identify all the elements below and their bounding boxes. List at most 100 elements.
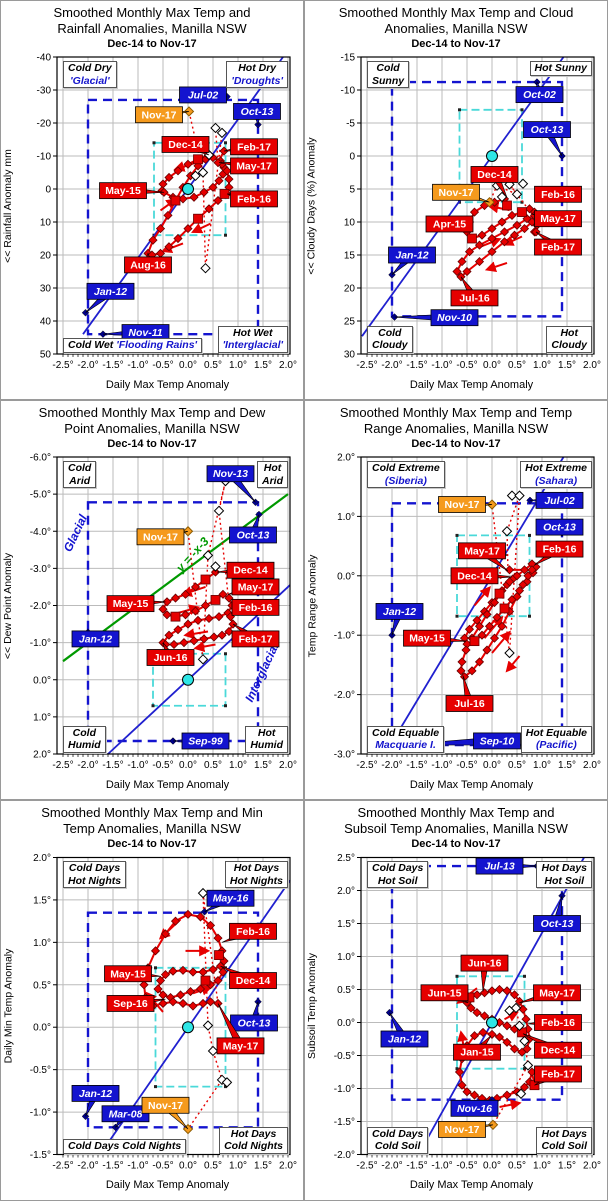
callout-label: Aug-16 — [130, 259, 166, 271]
callout-dec-14: Dec-14 — [470, 166, 519, 198]
x-tick-label: 1.0° — [229, 760, 247, 771]
callout-jan-12: Jan-12 — [71, 630, 120, 648]
callout-apr-15: Apr-15 — [425, 215, 474, 233]
callout-nov-17: Nov-17 — [438, 496, 493, 513]
quadrant-label-bl: Cold Days Cold Soil — [367, 1126, 429, 1154]
y-tick-label: -6.0° — [30, 453, 51, 464]
x-axis-label: Daily Max Temp Anomaly — [105, 779, 230, 791]
callout-label: Nov-17 — [148, 1100, 183, 1112]
chart-panel-mintemp: Smoothed Monthly Max Temp and Min Temp A… — [0, 800, 304, 1201]
callout-label: Nov-16 — [457, 1103, 492, 1115]
quadrant-label-bl: Cold Equable Macquarie I. — [367, 725, 445, 753]
callout-label: Nov-17 — [438, 187, 473, 199]
chart-title-line2: Point Anomalies, Manilla NSW — [64, 421, 240, 436]
quadrant-label-bl: Cold Days Cold Nights — [63, 1139, 187, 1154]
callout-feb-17: Feb-17 — [534, 231, 582, 256]
callout-dec-14: Dec-14 — [216, 561, 275, 579]
chart-title-line1: Smoothed Monthly Max Temp and Dew — [38, 405, 266, 420]
callout-label: Feb-16 — [239, 602, 273, 614]
callout-sep-99: Sep-99 — [172, 732, 230, 750]
quadrant-label-br: Hot Days Cold Nights — [219, 1126, 288, 1154]
y-tick-label: 50 — [40, 350, 52, 361]
origin-dot — [486, 150, 498, 162]
x-tick-label: 1.5° — [558, 760, 576, 771]
callout-nov-17: Nov-17 — [135, 106, 190, 124]
quadrant-label-tl: Cold Dry 'Glacial' — [63, 61, 117, 89]
chart-panel-cloud: Smoothed Monthly Max Temp and Cloud Anom… — [304, 0, 608, 400]
callout-nov-17: Nov-17 — [432, 183, 490, 203]
callout-label: Jan-12 — [94, 286, 127, 298]
quadrant-label-tr: Hot Days Hot Soil — [536, 861, 592, 889]
y-tick-label: -1.5° — [30, 1150, 51, 1161]
chart-subtitle: Dec-14 to Nov-17 — [411, 438, 501, 450]
y-tick-label: 30 — [40, 284, 52, 295]
y-tick-label: 1.0° — [337, 512, 355, 523]
axes: -2.5° -2.0° -1.5° -1.0° -0.5° 0.0° 0.5° 1.0° 1.5… — [341, 53, 601, 372]
callout-jul-02: Jul-02 — [529, 491, 584, 509]
callout-dec-14: Dec-14 — [220, 965, 277, 989]
origin-dot — [486, 1016, 498, 1029]
callout-oct-02: Oct-02 — [515, 81, 564, 104]
x-tick-label: -2.5° — [356, 1161, 377, 1172]
chart-title-line2: Anomalies, Manilla NSW — [384, 21, 528, 36]
x-tick-label: -1.0° — [127, 760, 148, 771]
callout-label: May-15 — [113, 598, 149, 610]
y-tick-label: 15 — [344, 251, 356, 262]
callout-label: May-17 — [464, 545, 500, 557]
x-tick-label: 0.5° — [508, 360, 526, 371]
data-markers — [84, 475, 263, 745]
quadrant-label-tr: Hot Days Hot Nights — [224, 861, 288, 889]
y-tick-label: 0 — [45, 185, 51, 196]
data-markers — [81, 887, 262, 1135]
x-tick-label: 1.5° — [254, 1161, 272, 1172]
callout-label: Dec-14 — [233, 565, 268, 577]
x-tick-label: -2.0° — [77, 1161, 98, 1172]
x-tick-label: 1.0° — [229, 360, 247, 371]
callout-sep-16: Sep-16 — [106, 995, 166, 1012]
y-tick-label: -10 — [341, 86, 356, 97]
callout-feb-16: Feb-16 — [534, 185, 582, 203]
y-tick-label: 5 — [349, 185, 355, 196]
y-tick-label: 2.5° — [337, 853, 355, 864]
chart-plot-temprange: -2.5° -2.0° -1.5° -1.0° -0.5° 0.0° 0.5° 1.0° 1.5… — [334, 453, 601, 772]
x-tick-label: 1.0° — [533, 360, 551, 371]
quadrant-label-tl: Cold Sunny — [367, 61, 410, 89]
callout-label: Feb-17 — [541, 1068, 575, 1080]
callout-label: Feb-16 — [543, 544, 577, 556]
callout-label: May-17 — [223, 1040, 259, 1052]
x-axis-label: Daily Max Temp Anomaly — [409, 379, 534, 391]
x-tick-label: 2.0° — [279, 1161, 297, 1172]
x-tick-label: 1.5° — [254, 360, 272, 371]
callout-label: Oct-13 — [531, 124, 564, 136]
callout-may-15: May-15 — [99, 182, 165, 200]
x-tick-label: 1.5° — [558, 360, 576, 371]
x-tick-label: 0.5° — [508, 1161, 526, 1172]
x-tick-label: -2.5° — [52, 760, 73, 771]
callout-nov-11: Nov-11 — [102, 324, 170, 341]
chart-plot-rainfall: -2.5° -2.0° -1.5° -1.0° -0.5° 0.0° 0.5° 1.0° 1.5… — [37, 53, 297, 372]
y-tick-label: 20 — [40, 251, 52, 262]
callout-label: Jul-13 — [484, 861, 515, 873]
x-axis-label: Daily Max Temp Anomaly — [409, 1179, 534, 1191]
callout-label: May-15 — [409, 633, 445, 645]
y-tick-label: -15 — [341, 53, 356, 64]
callout-jan-12: Jan-12 — [388, 246, 436, 276]
callout-label: Nov-11 — [128, 327, 162, 339]
x-tick-label: -1.0° — [127, 360, 148, 371]
origin-dot — [182, 1021, 194, 1034]
y-tick-label: 25 — [344, 317, 356, 328]
callout-label: Oct-13 — [237, 529, 270, 541]
callout-jan-12: Jan-12 — [380, 1012, 429, 1048]
callout-jul-02: Jul-02 — [179, 86, 228, 104]
y-tick-label: 2.0° — [33, 750, 51, 761]
callout-may-15: May-15 — [403, 629, 467, 647]
origin-dot — [182, 673, 194, 686]
callout-jul-16: Jul-16 — [450, 276, 499, 307]
callout-may-17: May-17 — [216, 1003, 265, 1055]
quadrant-label-br: Hot Equable (Pacific) — [520, 725, 592, 753]
axes: -2.5° -2.0° -1.5° -1.0° -0.5° 0.0° 0.5° 1.0° 1.5… — [30, 453, 297, 772]
origin-dot — [182, 183, 194, 195]
x-tick-label: 2.0° — [279, 360, 297, 371]
callout-label: Nov-17 — [141, 109, 176, 121]
callout-label: May-17 — [236, 160, 272, 172]
